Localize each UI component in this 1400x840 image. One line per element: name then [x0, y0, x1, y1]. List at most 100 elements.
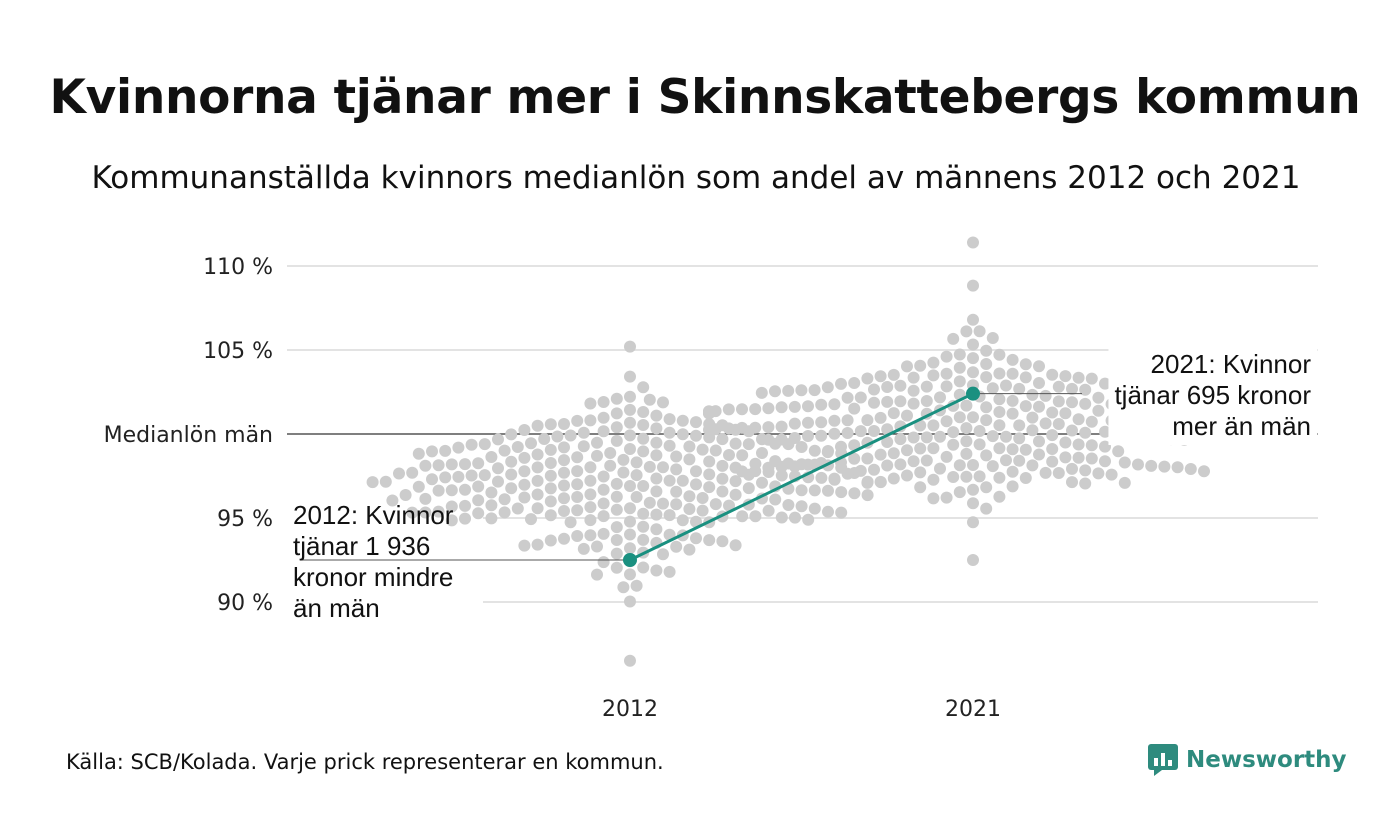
- municipality-dot: [525, 513, 537, 526]
- municipality-dot: [531, 474, 544, 487]
- municipality-dot: [769, 493, 782, 506]
- municipality-dot: [736, 465, 748, 478]
- municipality-dot: [802, 513, 815, 526]
- municipality-dot: [630, 469, 643, 482]
- municipality-dot: [1112, 445, 1125, 458]
- municipality-dot: [1066, 462, 1078, 475]
- municipality-dot: [663, 474, 676, 487]
- municipality-dot: [624, 502, 636, 515]
- municipality-dot: [868, 383, 880, 396]
- municipality-dot: [967, 279, 979, 292]
- municipality-dot: [723, 449, 735, 461]
- municipality-dot: [1198, 465, 1210, 478]
- municipality-dot: [1092, 391, 1105, 404]
- municipality-dot: [650, 485, 663, 498]
- municipality-dot: [914, 359, 927, 372]
- municipality-dot: [690, 515, 702, 528]
- municipality-dot: [624, 403, 636, 416]
- municipality-dot: [808, 444, 821, 457]
- municipality-dot: [452, 470, 465, 483]
- municipality-dot: [485, 451, 498, 463]
- municipality-dot: [1072, 451, 1085, 464]
- municipality-dot: [828, 398, 841, 411]
- municipality-dot: [1099, 440, 1111, 453]
- municipality-dot: [472, 457, 485, 470]
- municipality-dot: [663, 509, 676, 522]
- municipality-dot: [993, 490, 1006, 503]
- municipality-dot: [749, 421, 762, 434]
- municipality-dot: [505, 468, 518, 481]
- municipality-dot: [808, 502, 821, 515]
- municipality-dot: [683, 440, 696, 453]
- municipality-dot: [1145, 459, 1158, 472]
- municipality-dot: [505, 455, 518, 468]
- municipality-dot: [927, 473, 940, 486]
- municipality-dot: [445, 458, 458, 471]
- municipality-dot: [624, 429, 636, 442]
- municipality-dot: [531, 419, 544, 432]
- municipality-dot: [1013, 432, 1026, 445]
- municipality-dot: [610, 434, 623, 447]
- municipality-dot: [571, 451, 584, 464]
- municipality-dot: [624, 528, 636, 541]
- municipality-dot: [498, 444, 511, 457]
- municipality-dot: [808, 484, 821, 497]
- municipality-dot: [459, 512, 471, 525]
- municipality-dot: [874, 411, 887, 424]
- municipality-dot: [511, 441, 524, 453]
- municipality-dot: [980, 449, 993, 462]
- municipality-dot: [788, 417, 801, 430]
- municipality-dot: [630, 456, 643, 469]
- municipality-dot: [762, 504, 775, 517]
- municipality-dot: [637, 445, 650, 458]
- municipality-dot: [993, 419, 1006, 432]
- annotation-line: tjänar 695 kronor: [1114, 380, 1311, 410]
- municipality-dot: [1006, 353, 1019, 366]
- highlight-line: [629, 392, 974, 562]
- municipality-dot: [967, 411, 979, 424]
- highlight-series: [300, 386, 1082, 567]
- municipality-dot: [459, 499, 471, 512]
- municipality-dot: [657, 548, 669, 561]
- municipality-dot: [1079, 464, 1092, 477]
- municipality-dot: [571, 504, 584, 517]
- municipality-dot: [762, 421, 775, 434]
- municipality-dot: [597, 411, 610, 424]
- municipality-dot: [769, 385, 781, 398]
- municipality-dot: [788, 432, 801, 444]
- municipality-dot: [650, 472, 663, 485]
- municipality-dot: [953, 361, 966, 374]
- municipality-dot: [419, 459, 432, 472]
- municipality-dot: [775, 460, 788, 473]
- municipality-dot: [881, 436, 894, 448]
- annotation-line: än män: [293, 593, 380, 623]
- municipality-dot: [960, 325, 973, 338]
- chart-subtitle: Kommunanställda kvinnors medianlön som a…: [91, 160, 1301, 196]
- municipality-dot: [690, 429, 702, 442]
- municipality-dot: [597, 527, 610, 540]
- municipality-dot: [782, 384, 795, 397]
- municipality-dot: [967, 516, 979, 529]
- municipality-dot: [485, 486, 498, 499]
- municipality-dot: [577, 426, 590, 439]
- municipality-dot: [887, 407, 900, 420]
- municipality-dot: [643, 460, 656, 473]
- municipality-dot: [788, 400, 801, 413]
- municipality-dot: [828, 472, 841, 485]
- municipality-dot: [439, 471, 452, 484]
- municipality-dot: [544, 482, 557, 495]
- municipality-dot: [571, 530, 584, 542]
- municipality-dot: [584, 474, 597, 487]
- municipality-dot: [406, 466, 419, 479]
- municipality-dot: [637, 480, 650, 492]
- municipality-dot: [967, 483, 979, 496]
- municipality-dot: [643, 496, 656, 509]
- municipality-dot: [472, 480, 485, 493]
- municipality-dot: [683, 503, 696, 515]
- municipality-dots: [366, 236, 1237, 667]
- municipality-dot: [624, 568, 636, 581]
- municipality-dot: [841, 467, 854, 480]
- municipality-dot: [874, 448, 887, 461]
- municipality-dot: [756, 476, 768, 489]
- municipality-dot: [1006, 407, 1019, 420]
